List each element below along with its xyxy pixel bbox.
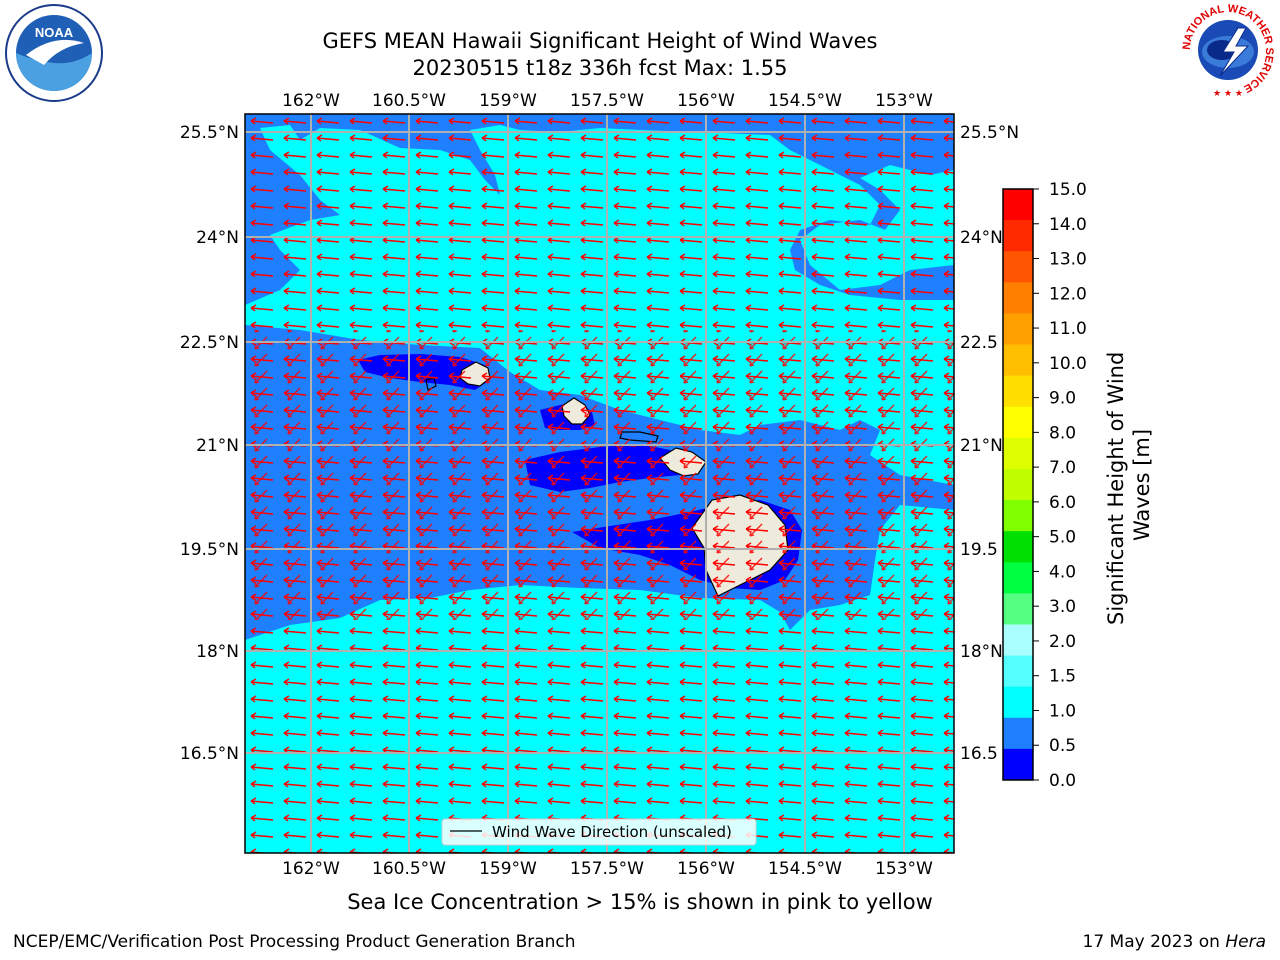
lon-label-top: 157.5°W (570, 91, 644, 111)
colorbar-label: Significant Height of Wind Waves [m] (1104, 345, 1154, 625)
lon-labels-bottom: 162°W 160.5°W 159°W 157.5°W 156°W 154.5°… (282, 859, 933, 879)
lat-label-left: 16.5°N (180, 744, 239, 764)
lat-label-left: 18°N (196, 642, 239, 662)
lat-label-left: 19.5°N (180, 540, 239, 560)
colorbar-tick-label: 2.0 (1049, 632, 1076, 652)
colorbar-tick-label: 11.0 (1049, 319, 1087, 339)
lat-labels-left: 25.5°N 24°N 22.5°N 21°N 19.5°N 18°N 16.5… (180, 123, 239, 764)
colorbar-swatch (1003, 468, 1033, 501)
colorbar-swatch (1003, 344, 1033, 377)
colorbar-tick-label: 13.0 (1049, 250, 1087, 270)
colorbar-swatch (1003, 313, 1033, 346)
lat-label-right: 18°N (960, 642, 1003, 662)
lon-label-bottom: 162°W (282, 859, 340, 879)
colorbar-tick-label: 1.0 (1049, 701, 1076, 721)
colorbar-tick-label: 1.5 (1049, 667, 1076, 687)
chart-subtitle: 20230515 t18z 336h fcst Max: 1.55 (412, 56, 788, 80)
lon-label-bottom: 160.5°W (372, 859, 446, 879)
lon-label-top: 162°W (282, 91, 340, 111)
colorbar-swatch (1003, 375, 1033, 408)
colorbar-swatch (1003, 717, 1033, 750)
lat-label-left: 21°N (196, 436, 239, 456)
footer-date: 17 May 2023 on Hera (1082, 932, 1267, 952)
colorbar-frame (1002, 188, 1034, 781)
lat-label-right: 21°N (960, 436, 1003, 456)
sea-ice-note: Sea Ice Concentration > 15% is shown in … (347, 890, 933, 914)
colorbar-tick-label: 15.0 (1049, 180, 1087, 200)
chart-title: GEFS MEAN Hawaii Significant Height of W… (322, 29, 878, 53)
colorbar-swatch (1003, 562, 1033, 594)
colorbar: 15.0 14.0 13.0 12.0 11.0 10.0 9.0 8.0 7.0 6.0 5.0 4… (1002, 180, 1087, 791)
svg-text:★ ★ ★: ★ ★ ★ (1213, 89, 1243, 99)
lat-label-left: 25.5°N (180, 123, 239, 143)
lon-label-top: 154.5°W (768, 91, 842, 111)
colorbar-tick-label: 14.0 (1049, 215, 1087, 235)
wind-wave-arrows-diagonal (245, 330, 954, 620)
colorbar-tick-label: 7.0 (1049, 458, 1076, 478)
colorbar-swatch (1003, 624, 1033, 657)
colorbar-swatch (1003, 500, 1033, 532)
colorbar-tick-label: 5.0 (1049, 528, 1076, 548)
colorbar-tick-label: 0.5 (1049, 736, 1076, 756)
graticule (245, 114, 954, 853)
lat-label-right: 22.5 (960, 333, 998, 353)
lon-label-bottom: 154.5°W (768, 859, 842, 879)
colorbar-tick-label: 12.0 (1049, 284, 1087, 304)
colorbar-tick-label: 3.0 (1049, 597, 1076, 617)
footer-credit: NCEP/EMC/Verification Post Processing Pr… (13, 932, 576, 952)
legend-label: Wind Wave Direction (unscaled) (492, 823, 732, 841)
colorbar-tick-label: 8.0 (1049, 423, 1076, 443)
lat-label-right: 16.5 (960, 744, 998, 764)
colorbar-swatch (1003, 282, 1033, 314)
lon-label-top: 153°W (875, 91, 933, 111)
colorbar-tick-label: 4.0 (1049, 562, 1076, 582)
colorbar-tick-label: 10.0 (1049, 354, 1087, 374)
lat-labels-right: 25.5°N 24°N 22.5 21°N 19.5 18°N 16.5 (960, 123, 1019, 764)
colorbar-swatch (1003, 406, 1033, 439)
noaa-logo-text: NOAA (35, 25, 74, 40)
lon-label-top: 159°W (479, 91, 537, 111)
lon-label-bottom: 153°W (875, 859, 933, 879)
lat-label-right: 25.5°N (960, 123, 1019, 143)
lon-label-top: 156°W (677, 91, 735, 111)
lat-label-right: 24°N (960, 228, 1003, 248)
lat-label-left: 22.5°N (180, 333, 239, 353)
colorbar-tick-label: 6.0 (1049, 493, 1076, 513)
footer-host: Hera (1225, 932, 1266, 952)
map-field (245, 114, 954, 853)
lon-label-bottom: 156°W (677, 859, 735, 879)
lon-label-top: 160.5°W (372, 91, 446, 111)
map-legend: Wind Wave Direction (unscaled) (441, 818, 757, 846)
lon-label-bottom: 159°W (479, 859, 537, 879)
lat-label-left: 24°N (196, 228, 239, 248)
colorbar-swatch (1003, 220, 1033, 252)
map-frame (244, 113, 955, 854)
colorbar-swatch (1003, 593, 1033, 625)
national-weather-service-logo: NATIONAL WEATHER SERVICE ★ ★ ★ (1180, 2, 1276, 99)
lat-label-right: 19.5 (960, 540, 998, 560)
noaa-logo: NOAA (5, 4, 103, 102)
colorbar-tick-label: 0.0 (1049, 771, 1076, 791)
colorbar-swatch (1003, 686, 1033, 719)
colorbar-swatch (1003, 251, 1033, 283)
colorbar-swatch (1003, 748, 1033, 781)
colorbar-swatch (1003, 531, 1033, 563)
colorbar-tick-label: 9.0 (1049, 389, 1076, 409)
colorbar-swatch (1003, 437, 1033, 470)
colorbar-swatch (1003, 655, 1033, 688)
lon-label-bottom: 157.5°W (570, 859, 644, 879)
lon-labels-top: 162°W 160.5°W 159°W 157.5°W 156°W 154.5°… (282, 91, 933, 111)
colorbar-swatch (1003, 189, 1033, 221)
